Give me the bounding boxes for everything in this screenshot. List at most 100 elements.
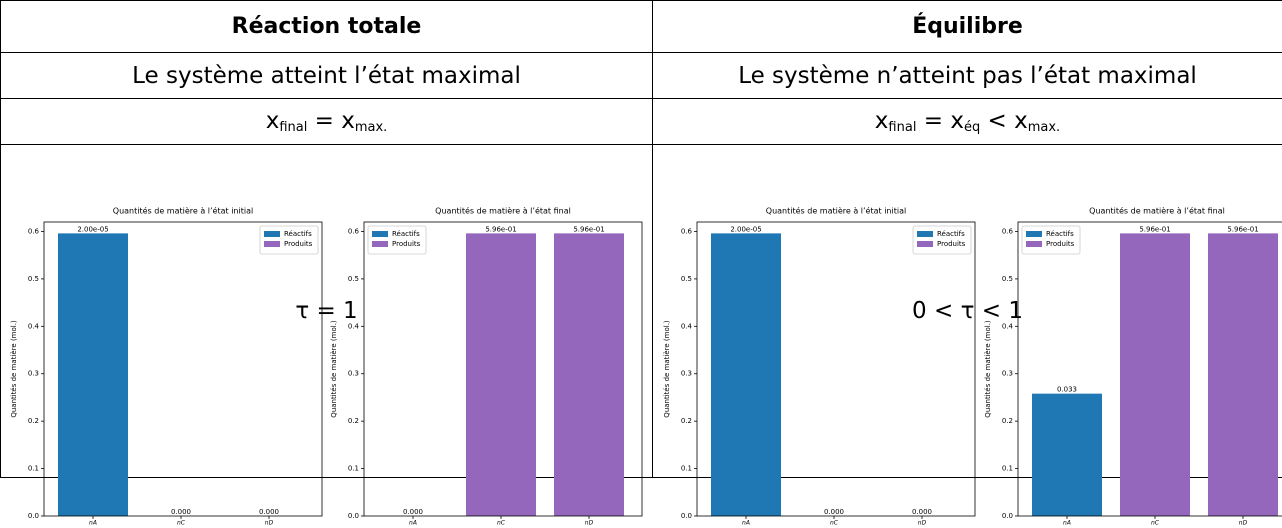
cell: Le système atteint l’état maximal (0, 52, 653, 99)
cell-text: 0 < τ < 1 (912, 298, 1023, 324)
cell-text: = x (307, 108, 355, 134)
cell-text: = x (916, 108, 964, 134)
bar-label: 2.00e-05 (730, 225, 761, 233)
y-tick-label: 0.5 (1002, 275, 1013, 283)
axes-frame (43, 221, 323, 517)
y-tick-label: 0.2 (348, 417, 359, 425)
legend-swatch (917, 231, 933, 237)
cell: xfinal = xmax. (0, 98, 653, 145)
y-tick-label: 0.5 (348, 275, 359, 283)
subscript: max. (354, 120, 388, 135)
bar-label: 2.00e-05 (77, 225, 108, 233)
bar-label: 5.96e-01 (573, 225, 604, 233)
subscript: max. (1027, 120, 1061, 135)
bar-label: 0.000 (912, 508, 932, 516)
y-tick-label: 0.1 (681, 465, 692, 473)
legend-label: Réactifs (284, 230, 312, 238)
y-tick-label: 0.5 (28, 275, 39, 283)
header-cell: Équilibre (652, 0, 1282, 53)
legend-label: Réactifs (392, 230, 420, 238)
subscript: éq (963, 120, 981, 135)
legend-label: Produits (1046, 240, 1075, 248)
y-tick-label: 0.0 (348, 512, 359, 520)
x-tick-label: nD (918, 520, 927, 527)
cell: Le système n’atteint pas l’état maximal (652, 52, 1282, 99)
y-tick-label: 0.6 (348, 227, 360, 235)
bar-label: 0.000 (824, 508, 844, 516)
chart-title: Quantités de matière à l’état final (435, 206, 571, 216)
subscript: final (888, 120, 917, 135)
y-tick-label: 0.1 (28, 465, 39, 473)
y-tick-label: 0.0 (28, 512, 39, 520)
cell-text: x (265, 108, 280, 134)
legend-swatch (372, 241, 388, 247)
y-tick-label: 0.0 (681, 512, 692, 520)
bar-label: 0.000 (259, 508, 279, 516)
bar (466, 233, 536, 516)
y-tick-label: 0.4 (28, 322, 40, 330)
y-tick-label: 0.6 (681, 227, 693, 235)
cell-text: x (874, 108, 889, 134)
legend-label: Produits (284, 240, 313, 248)
bar (1120, 233, 1190, 516)
x-tick-label: nA (409, 520, 417, 527)
bar (554, 233, 624, 516)
chart-title: Quantités de matière à l’état initial (766, 206, 906, 216)
bar (711, 233, 781, 516)
bar (58, 233, 128, 516)
subscript: final (279, 120, 308, 135)
y-tick-label: 0.4 (681, 322, 693, 330)
bar-label: 5.96e-01 (1139, 225, 1170, 233)
y-tick-label: 0.4 (348, 322, 360, 330)
cell-text: τ = 1 (295, 298, 358, 324)
x-tick-label: nD (265, 520, 274, 527)
y-tick-label: 0.4 (1002, 322, 1014, 330)
legend-swatch (264, 241, 280, 247)
y-axis-label: Quantités de matière (mol.) (330, 320, 338, 418)
cell-text: Le système n’atteint pas l’état maximal (738, 62, 1197, 89)
axes-frame (363, 221, 643, 517)
legend-swatch (917, 241, 933, 247)
y-tick-label: 0.2 (1002, 417, 1013, 425)
legend-label: Réactifs (1046, 230, 1074, 238)
x-tick-label: nC (497, 520, 506, 527)
y-tick-label: 0.3 (28, 370, 39, 378)
x-tick-label: nD (585, 520, 594, 527)
y-tick-label: 0.2 (681, 417, 692, 425)
bar-label: 0.033 (1057, 386, 1077, 394)
chart-title: Quantités de matière à l’état final (1089, 206, 1225, 216)
axes-frame (696, 221, 976, 517)
y-tick-label: 0.1 (1002, 465, 1013, 473)
bar (1032, 393, 1102, 516)
header-cell: Réaction totale (0, 0, 653, 53)
x-tick-label: nA (742, 520, 750, 527)
y-axis-label: Quantités de matière (mol.) (10, 320, 18, 418)
x-tick-label: nD (1239, 520, 1248, 527)
x-tick-label: nA (89, 520, 97, 527)
x-tick-label: nC (1151, 520, 1160, 527)
legend-swatch (372, 231, 388, 237)
x-tick-label: nC (830, 520, 839, 527)
legend-label: Réactifs (937, 230, 965, 238)
y-tick-label: 0.5 (681, 275, 692, 283)
y-tick-label: 0.6 (1002, 227, 1014, 235)
legend-label: Produits (392, 240, 421, 248)
chart-title: Quantités de matière à l’état initial (113, 206, 253, 216)
x-tick-label: nA (1063, 520, 1071, 527)
y-tick-label: 0.6 (28, 227, 40, 235)
y-tick-label: 0.2 (28, 417, 39, 425)
bar-label: 5.96e-01 (1227, 225, 1258, 233)
legend-swatch (264, 231, 280, 237)
y-tick-label: 0.3 (1002, 370, 1013, 378)
x-tick-label: nC (177, 520, 186, 527)
y-axis-label: Quantités de matière (mol.) (663, 320, 671, 418)
bar (1208, 233, 1278, 516)
y-tick-label: 0.0 (1002, 512, 1013, 520)
cell: xfinal = xéq < xmax. (652, 98, 1282, 145)
cell-text: < x (980, 108, 1028, 134)
cell-text: Le système atteint l’état maximal (132, 62, 521, 89)
legend-label: Produits (937, 240, 966, 248)
legend-swatch (1026, 241, 1042, 247)
